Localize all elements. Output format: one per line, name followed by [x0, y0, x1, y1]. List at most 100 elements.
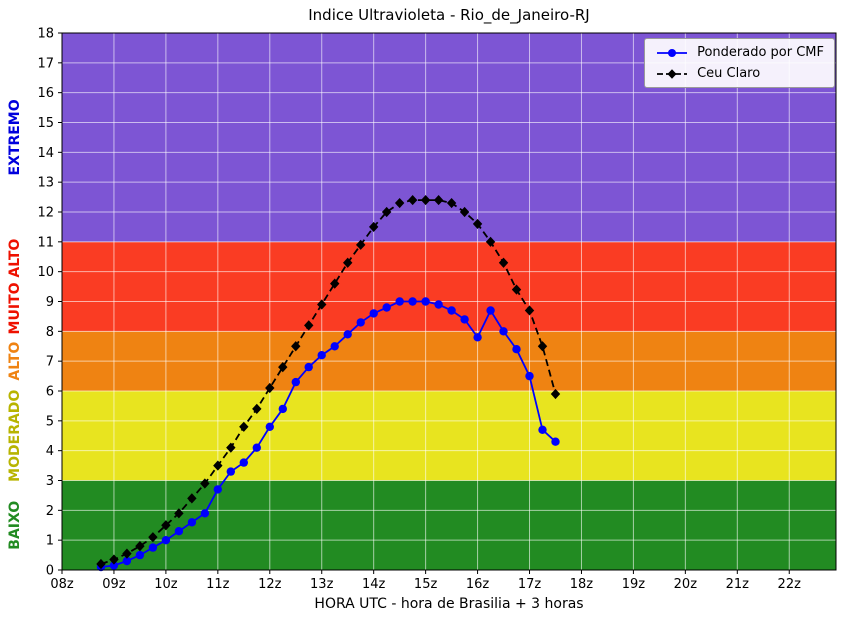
series-marker-circle — [486, 306, 495, 315]
series-marker-diamond — [317, 299, 327, 310]
series-marker-circle — [395, 297, 404, 306]
x-tick-label: 19z — [622, 577, 646, 592]
series-marker-circle — [265, 422, 274, 431]
y-tick-label: 10 — [37, 265, 54, 280]
y-tick-label: 18 — [37, 27, 54, 42]
band-label-baixo: BAIXO — [7, 501, 23, 550]
series-marker-circle — [499, 327, 508, 336]
series-marker-circle — [460, 315, 469, 324]
series-marker-diamond — [498, 257, 509, 268]
series-marker-diamond — [200, 478, 210, 489]
y-tick-label: 15 — [37, 116, 54, 131]
series-marker-diamond — [304, 320, 314, 331]
y-tick-label: 3 — [46, 474, 54, 489]
series-marker-diamond — [368, 221, 379, 233]
series-marker-circle — [291, 377, 300, 387]
legend-label: Ponderado por CMF — [697, 45, 824, 60]
series-marker-diamond — [278, 362, 288, 373]
series-marker-circle — [343, 330, 352, 339]
series-marker-circle — [304, 362, 313, 372]
y-tick-label: 8 — [46, 325, 54, 340]
series-marker-circle — [369, 309, 378, 318]
series-marker-circle — [187, 518, 197, 527]
series-marker-circle — [421, 297, 430, 306]
series-marker-circle — [109, 561, 119, 570]
x-tick-label: 15z — [414, 577, 438, 592]
series-marker-diamond — [537, 341, 548, 352]
series-marker-diamond — [420, 194, 431, 206]
series-marker-diamond — [135, 541, 145, 552]
series-marker-diamond — [343, 257, 353, 268]
band-moderado — [62, 391, 836, 481]
y-tick-label: 14 — [37, 146, 54, 161]
series-marker-diamond — [161, 520, 171, 531]
series-marker-diamond — [330, 278, 340, 289]
series-marker-diamond — [239, 421, 249, 432]
series-marker-diamond — [291, 341, 301, 352]
series-marker-circle — [148, 543, 158, 552]
x-tick-label: 10z — [154, 577, 178, 592]
series-marker-diamond — [433, 194, 444, 206]
series-marker-circle — [278, 404, 287, 414]
series-marker-circle — [356, 318, 365, 327]
series-marker-circle — [538, 425, 547, 434]
legend-sample — [657, 68, 688, 79]
y-tick-label: 17 — [37, 56, 54, 71]
legend-sample — [657, 48, 688, 57]
series-marker-circle — [317, 351, 326, 360]
band-muito-alto — [62, 241, 836, 332]
series-marker-circle — [213, 485, 222, 494]
series-marker-diamond — [472, 218, 483, 230]
x-tick-label: 21z — [726, 577, 750, 592]
legend-marker-circle-icon — [668, 48, 677, 57]
series-marker-circle — [408, 297, 417, 306]
series-marker-circle — [226, 467, 235, 476]
series-marker-diamond — [355, 239, 366, 250]
series-marker-circle — [382, 303, 391, 312]
series-marker-circle — [512, 345, 521, 354]
series-marker-diamond — [265, 382, 275, 394]
series-marker-circle — [447, 306, 456, 315]
series-marker-diamond — [213, 460, 223, 471]
series-marker-diamond — [148, 532, 158, 543]
band-label-alto: ALTO — [7, 342, 23, 381]
series-marker-circle — [135, 550, 145, 560]
series-marker-diamond — [524, 305, 535, 316]
legend-marker-diamond-icon — [667, 68, 677, 79]
series-marker-diamond — [485, 236, 496, 247]
y-tick-label: 16 — [37, 86, 54, 101]
y-tick-label: 6 — [46, 385, 54, 400]
series-marker-diamond — [459, 206, 470, 218]
series-marker-circle — [161, 536, 171, 545]
y-tick-label: 7 — [46, 355, 54, 370]
series-marker-diamond — [550, 388, 561, 400]
series-marker-diamond — [394, 197, 405, 209]
series-marker-diamond — [252, 403, 262, 414]
chart-title: Indice Ultravioleta - Rio_de_Janeiro-RJ — [308, 6, 590, 24]
series-marker-diamond — [187, 493, 197, 504]
y-tick-label: 1 — [46, 534, 54, 549]
series-marker-circle — [252, 443, 261, 452]
x-tick-label: 11z — [206, 577, 230, 592]
y-tick-label: 5 — [46, 414, 54, 429]
x-tick-label: 08z — [50, 577, 74, 592]
x-tick-label: 09z — [102, 577, 126, 592]
series-marker-diamond — [109, 554, 119, 565]
x-axis-label: HORA UTC - hora de Brasilia + 3 horas — [314, 596, 584, 612]
band-label-extremo: EXTREMO — [7, 99, 23, 175]
y-tick-label: 2 — [46, 504, 54, 519]
legend: Ponderado por CMF Ceu Claro — [644, 38, 835, 88]
x-tick-label: 20z — [674, 577, 698, 592]
legend-item: Ceu Claro — [655, 66, 824, 81]
band-label-muito-alto: MUITO ALTO — [7, 239, 23, 335]
legend-label: Ceu Claro — [697, 66, 761, 81]
legend-item: Ponderado por CMF — [655, 45, 824, 60]
y-tick-label: 11 — [37, 235, 54, 250]
x-tick-label: 13z — [310, 577, 334, 592]
series-marker-diamond — [511, 284, 522, 295]
series-marker-diamond — [226, 442, 236, 453]
series-marker-diamond — [96, 558, 106, 570]
series-marker-diamond — [174, 508, 184, 519]
